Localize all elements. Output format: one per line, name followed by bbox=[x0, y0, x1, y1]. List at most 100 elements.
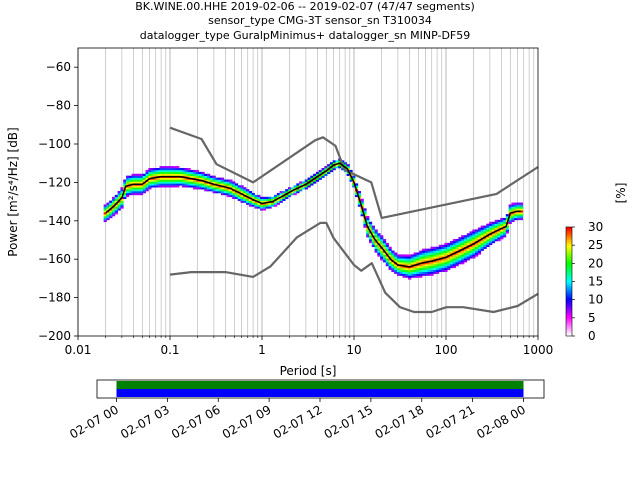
heatmap-cell bbox=[226, 191, 230, 194]
heatmap-cell bbox=[366, 221, 370, 224]
heatmap-cell bbox=[436, 269, 440, 272]
heatmap-cell bbox=[304, 179, 308, 182]
heatmap-cell bbox=[167, 181, 172, 184]
heatmap-cell bbox=[427, 267, 431, 271]
heatmap-cell bbox=[489, 227, 493, 230]
heatmap-cell bbox=[385, 246, 389, 249]
heatmap-cell bbox=[187, 173, 191, 176]
heatmap-cell bbox=[508, 206, 512, 209]
heatmap-cell bbox=[511, 210, 515, 213]
heatmap-cell bbox=[444, 244, 448, 248]
heatmap-cell bbox=[475, 242, 479, 246]
heatmap-cell bbox=[455, 240, 459, 244]
heatmap-cell bbox=[438, 265, 442, 269]
heatmap-cell bbox=[433, 246, 437, 249]
heatmap-cell bbox=[355, 183, 359, 186]
heatmap-cell bbox=[491, 235, 496, 238]
heatmap-cell bbox=[123, 194, 127, 198]
heatmap-cell bbox=[452, 258, 456, 261]
heatmap-cell bbox=[438, 256, 442, 259]
heatmap-cell bbox=[276, 200, 280, 203]
heatmap-cell bbox=[472, 246, 476, 249]
colorbar-segment bbox=[566, 274, 572, 277]
heatmap-cell bbox=[112, 208, 116, 211]
heatmap-cell bbox=[444, 250, 448, 253]
heatmap-cell bbox=[156, 181, 160, 184]
heatmap-cell bbox=[371, 233, 375, 236]
heatmap-cell bbox=[371, 231, 375, 234]
heatmap-cell bbox=[109, 204, 113, 207]
heatmap-cell bbox=[357, 194, 361, 198]
heatmap-cell bbox=[388, 264, 392, 267]
heatmap-cell bbox=[131, 173, 135, 176]
heatmap-cell bbox=[413, 271, 417, 274]
heatmap-cell bbox=[486, 235, 490, 238]
heatmap-cell bbox=[223, 183, 227, 186]
heatmap-cell bbox=[112, 200, 116, 203]
heatmap-cell bbox=[215, 179, 219, 182]
y-tick-label: −160 bbox=[38, 252, 71, 266]
heatmap-cell bbox=[153, 168, 158, 171]
colorbar-segment bbox=[566, 325, 572, 328]
heatmap-cell bbox=[494, 225, 498, 228]
heatmap-cell bbox=[396, 254, 401, 257]
heatmap-cell bbox=[187, 181, 191, 184]
heatmap-cell bbox=[377, 235, 381, 238]
heatmap-cell bbox=[234, 194, 239, 198]
heatmap-cell bbox=[285, 189, 289, 192]
colorbar-segment bbox=[566, 303, 572, 306]
heatmap-cell bbox=[106, 212, 110, 215]
heatmap-cell bbox=[497, 221, 501, 224]
heatmap-cell bbox=[282, 191, 286, 194]
colorbar-segment bbox=[566, 314, 572, 317]
heatmap-cell bbox=[433, 262, 437, 265]
heatmap-cell bbox=[193, 183, 197, 186]
colorbar-segment bbox=[566, 321, 572, 324]
heatmap-cell bbox=[145, 181, 149, 184]
heatmap-cell bbox=[151, 168, 155, 171]
heatmap-cell bbox=[419, 265, 423, 269]
heatmap-cell bbox=[500, 233, 504, 236]
colorbar-segment bbox=[566, 290, 572, 293]
heatmap-cell bbox=[447, 252, 451, 255]
heatmap-cell bbox=[441, 267, 445, 271]
colorbar-segment bbox=[566, 248, 572, 251]
heatmap-cell bbox=[416, 262, 420, 265]
heatmap-cell bbox=[422, 273, 426, 276]
heatmap-cell bbox=[282, 198, 286, 201]
heatmap-cell bbox=[511, 202, 515, 205]
time-tick-label: 02-07 12 bbox=[271, 402, 325, 441]
heatmap-cell bbox=[112, 212, 116, 215]
heatmap-cell bbox=[394, 265, 398, 269]
heatmap-cell bbox=[139, 179, 144, 182]
heatmap-cell bbox=[380, 248, 384, 251]
heatmap-cell bbox=[424, 260, 429, 263]
heatmap-cell bbox=[232, 196, 236, 200]
heatmap-cell bbox=[444, 265, 448, 269]
heatmap-cell bbox=[123, 179, 127, 182]
heatmap-cell bbox=[436, 271, 440, 274]
heatmap-cell bbox=[452, 264, 456, 267]
heatmap-cell bbox=[237, 192, 241, 196]
time-tick-label: 02-07 21 bbox=[423, 402, 477, 441]
heatmap-cell bbox=[114, 206, 119, 209]
heatmap-cell bbox=[402, 265, 406, 269]
heatmap-cell bbox=[410, 267, 415, 271]
heatmap-cell bbox=[271, 198, 275, 201]
colorbar-segment bbox=[566, 227, 572, 230]
heatmap-cell bbox=[179, 177, 183, 180]
heatmap-cell bbox=[148, 168, 152, 171]
heatmap-cell bbox=[463, 235, 468, 238]
heatmap-cell bbox=[447, 246, 451, 249]
heatmap-cell bbox=[388, 250, 392, 253]
x-axis-label: Period [s] bbox=[280, 364, 337, 378]
heatmap-cell bbox=[290, 191, 294, 194]
x-tick-label: 0.1 bbox=[160, 343, 179, 357]
heatmap-cell bbox=[449, 258, 454, 261]
heatmap-cell bbox=[382, 252, 387, 255]
heatmap-cell bbox=[444, 252, 448, 255]
heatmap-cell bbox=[436, 265, 440, 269]
heatmap-cell bbox=[131, 187, 135, 190]
heatmap-cell bbox=[153, 171, 158, 175]
heatmap-cell bbox=[346, 166, 350, 169]
